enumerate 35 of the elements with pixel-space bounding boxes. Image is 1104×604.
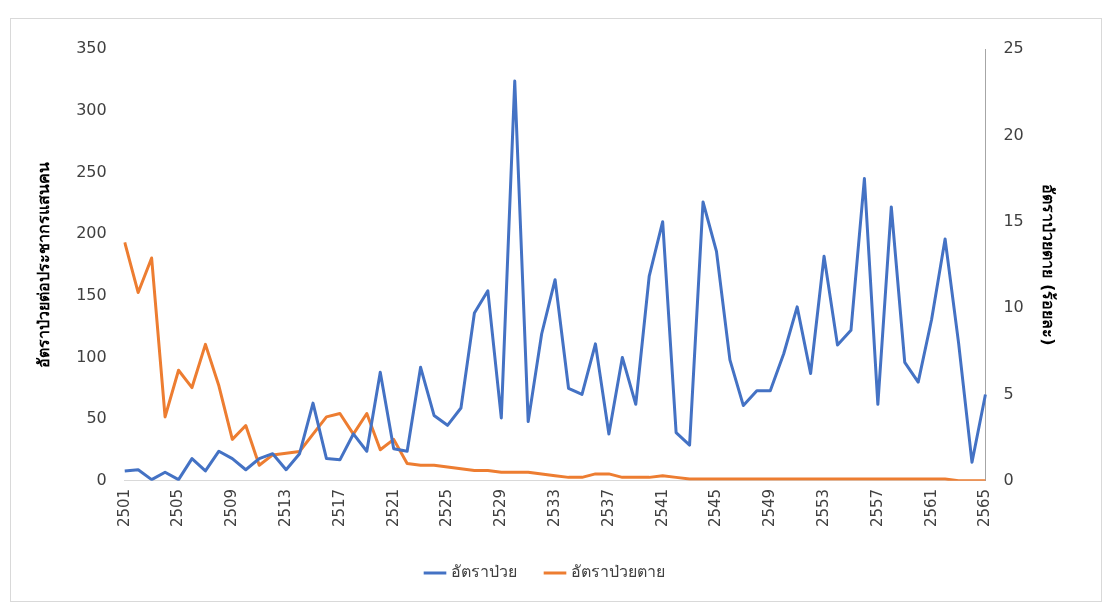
legend-label: อัตราป่วยตาย <box>571 562 665 582</box>
y-tick-label: 200 <box>76 223 107 243</box>
y2-tick-label: 0 <box>1003 469 1014 489</box>
x-tick-label: 2565 <box>975 488 994 528</box>
x-tick-label: 2513 <box>276 488 295 528</box>
x-tick-label: 2517 <box>329 488 348 528</box>
y-tick-label: 300 <box>76 99 107 119</box>
y-tick-label: 0 <box>96 469 107 489</box>
x-tick-label: 2549 <box>760 488 779 528</box>
x-tick-label: 2525 <box>437 488 456 528</box>
x-tick-label: 2545 <box>706 488 725 528</box>
y2-axis-title: อัตราป่วยตาย (ร้อยละ) <box>1039 184 1059 346</box>
x-tick-label: 2529 <box>491 488 510 528</box>
y-tick-label: 350 <box>76 38 107 58</box>
y2-tick-label: 25 <box>1003 38 1024 58</box>
x-tick-label: 2521 <box>383 488 402 528</box>
x-tick-label: 2505 <box>168 488 187 528</box>
y-axis-title: อัตราป่วยต่อประชากรแสนคน <box>33 161 53 368</box>
x-tick-label: 2553 <box>813 488 832 528</box>
x-tick-label: 2509 <box>222 488 241 528</box>
y2-tick-label: 20 <box>1003 124 1024 144</box>
y-tick-label: 100 <box>76 346 107 366</box>
x-tick-label: 2561 <box>921 488 940 528</box>
y2-tick-label: 10 <box>1003 297 1024 317</box>
y-tick-label: 150 <box>76 284 107 304</box>
y2-tick-label: 5 <box>1003 383 1014 403</box>
y-tick-label: 50 <box>86 408 107 428</box>
x-tick-label: 2533 <box>544 488 563 528</box>
x-tick-label: 2537 <box>598 488 617 528</box>
y-tick-label: 250 <box>76 161 107 181</box>
x-tick-label: 2541 <box>652 488 671 528</box>
x-tick-label: 2557 <box>867 488 886 528</box>
y2-tick-label: 15 <box>1003 210 1024 230</box>
legend-label: อัตราป่วย <box>451 562 517 582</box>
x-tick-label: 2501 <box>114 488 133 528</box>
